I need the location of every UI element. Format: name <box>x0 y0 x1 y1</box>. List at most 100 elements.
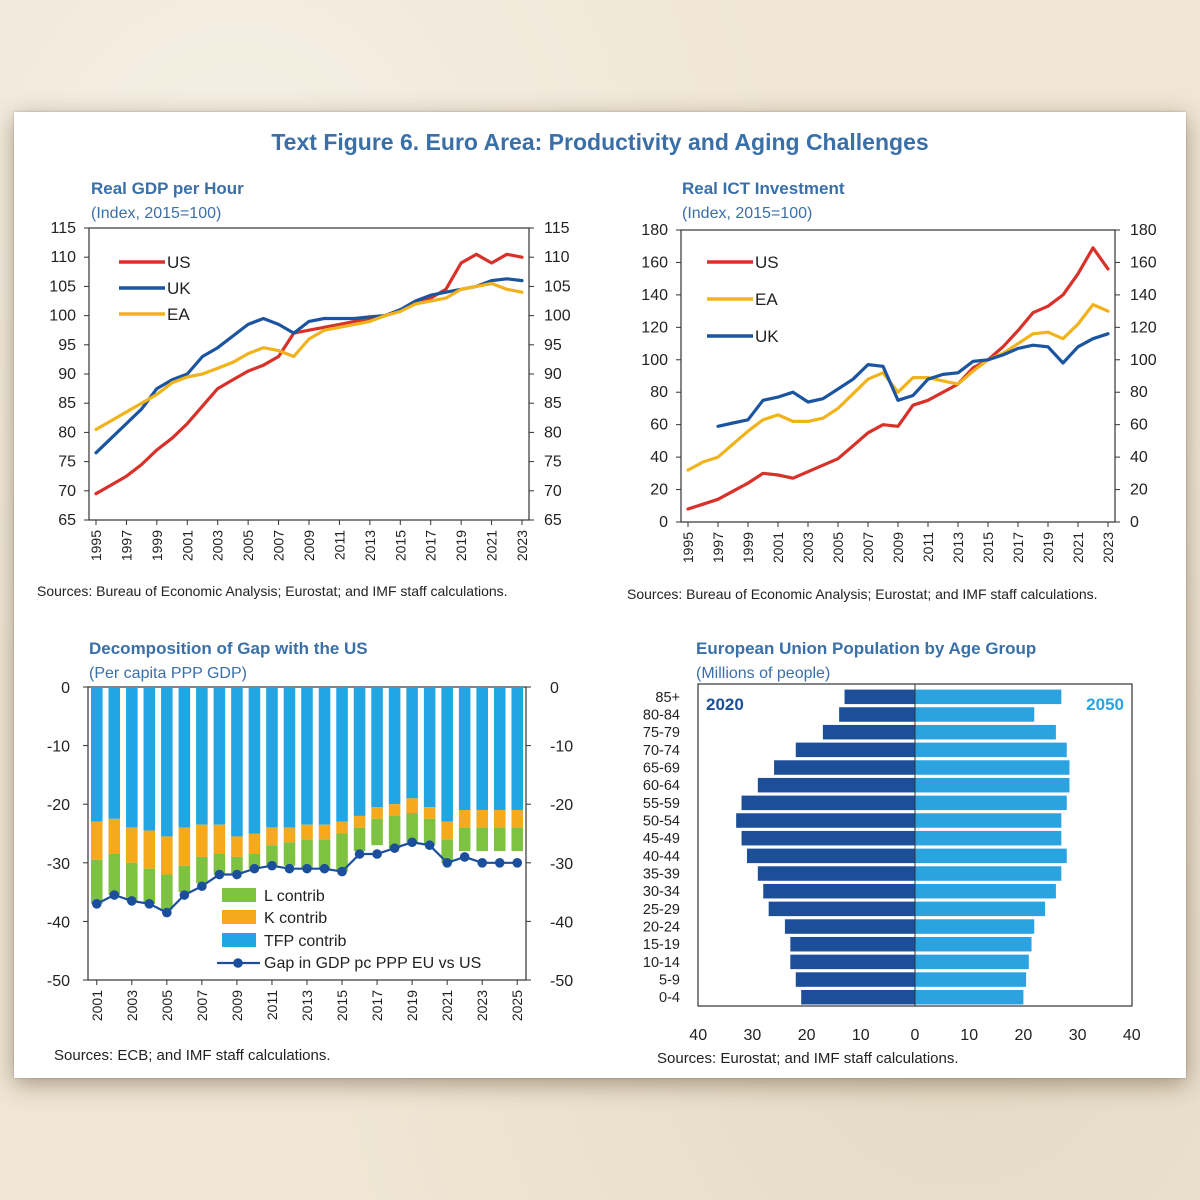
chart4-age-label: 80-84 <box>643 708 680 724</box>
chart3-bar-tfp <box>178 687 191 828</box>
chart3-bar-k <box>213 824 226 855</box>
chart4-bar-2050 <box>915 848 1067 864</box>
chart2-xtick-label: 2005 <box>830 532 846 563</box>
chart3-ytick-label-right: -10 <box>550 739 573 756</box>
chart2-ytick-label-right: 40 <box>1130 449 1148 466</box>
chart3-xtick-label: 2009 <box>229 990 245 1021</box>
chart3-legend-swatch <box>222 910 256 924</box>
chart4-age-label: 75-79 <box>643 725 680 741</box>
chart3-ytick-label-left: 0 <box>61 680 70 697</box>
chart1-ytick-label-left: 95 <box>58 337 76 354</box>
chart3-legend-swatch <box>222 888 256 902</box>
chart3-bar-tfp <box>423 687 436 808</box>
chart1-xtick-label: 2017 <box>423 530 439 561</box>
chart3-bar-k <box>441 821 453 840</box>
chart2-series-ea <box>686 303 1110 472</box>
chart3-ytick-label-left: -50 <box>47 973 70 990</box>
chart2-xtick-label: 2017 <box>1010 532 1026 563</box>
chart3-ytick-label-right: -50 <box>550 973 573 990</box>
chart4-bar-2050 <box>915 724 1056 740</box>
chart4-bar-2020 <box>795 742 915 758</box>
chart3-bar-tfp <box>213 687 226 825</box>
chart3-xtick-label: 2003 <box>124 990 140 1021</box>
chart3-bar-l <box>493 827 506 852</box>
chart3-xtick-label: 2025 <box>509 990 525 1021</box>
chart1-xtick-label: 2007 <box>271 530 287 561</box>
chart3-bar-tfp <box>266 687 278 828</box>
chart1-ytick-label-left: 105 <box>49 278 76 295</box>
chart3-bar-k <box>301 824 313 840</box>
chart1-ytick-label-right: 85 <box>544 395 562 412</box>
chart2-ytick-label-left: 80 <box>650 384 668 401</box>
chart3-bar-tfp <box>511 687 524 811</box>
chart3-bar-l <box>353 827 366 852</box>
chart2-ytick-label-right: 80 <box>1130 384 1148 401</box>
chart1-xtick-label: 2001 <box>179 530 195 561</box>
chart3-bar-l <box>196 856 208 884</box>
chart3-gap-point <box>389 843 400 853</box>
chart3-bar-k <box>161 836 173 875</box>
chart3-bar-k <box>406 798 418 813</box>
chart3-title: Decomposition of Gap with the US <box>89 639 368 658</box>
chart2-ytick-label-right: 20 <box>1130 482 1148 499</box>
chart4-xtick-label: 30 <box>744 1027 762 1044</box>
chart4-bar-2050 <box>915 777 1070 793</box>
chart3-bar-k <box>231 836 243 857</box>
chart2-xtick-label: 2023 <box>1100 532 1116 563</box>
chart2-xtick-label: 2003 <box>800 532 816 563</box>
chart3-ytick-label-right: 0 <box>550 680 559 697</box>
figure-card: Text Figure 6. Euro Area: Productivity a… <box>14 112 1186 1078</box>
chart1-series-ea <box>94 281 524 432</box>
chart1-legend-label-ea: EA <box>167 305 190 324</box>
chart3-ytick-label-right: -40 <box>550 914 573 931</box>
chart3-bar-l <box>283 842 296 866</box>
chart2-ytick-label-left: 140 <box>641 287 668 304</box>
chart2-ytick-label-left: 40 <box>650 449 668 466</box>
chart1-ytick-label-left: 85 <box>58 395 76 412</box>
chart3-xtick-label: 2019 <box>404 990 420 1021</box>
chart3-bar-l <box>248 854 261 869</box>
chart4-age-label: 65-69 <box>643 761 680 777</box>
chart3-legend-label: TFP contrib <box>264 933 347 950</box>
chart3-gap-point <box>372 849 382 859</box>
chart2-xtick-label: 2001 <box>770 532 786 563</box>
chart3-bar-k <box>90 821 103 860</box>
chart3-bar-k <box>108 818 121 855</box>
chart3-bar-tfp <box>248 687 261 834</box>
chart3-gap-point <box>319 863 330 874</box>
chart1-xtick-label: 2015 <box>392 530 408 561</box>
chart1-gdp-per-hour: 65 65 70 70 75 75 80 80 85 85 90 90 95 95 100 100 105 105… <box>49 220 571 561</box>
chart3-legend-point-swatch <box>233 958 243 968</box>
chart4-bar-2020 <box>822 724 915 740</box>
chart2-ytick-label-left: 160 <box>641 254 668 271</box>
chart1-ytick-label-right: 100 <box>544 308 571 325</box>
chart3-ytick-label-left: -10 <box>47 739 70 756</box>
chart4-bar-2020 <box>784 919 915 934</box>
chart3-xtick-label: 2005 <box>159 990 175 1021</box>
chart1-xtick-label: 1997 <box>118 530 134 561</box>
chart1-ytick-label-left: 100 <box>49 308 76 325</box>
chart4-age-label: 20-24 <box>643 920 680 936</box>
chart3-bar-tfp <box>301 687 313 825</box>
chart1-xtick-label: 2023 <box>514 530 530 561</box>
chart2-xtick-label: 2015 <box>980 532 996 563</box>
chart4-series-label-2050: 2050 <box>1086 695 1124 714</box>
chart3-legend-label: K contrib <box>264 910 327 927</box>
chart1-xtick-label: 2013 <box>362 530 378 561</box>
chart3-bar-l <box>178 865 191 893</box>
chart3-bar-l <box>423 818 436 846</box>
chart3-gap-point <box>144 899 155 909</box>
chart3-bar-tfp <box>231 687 243 837</box>
chart2-xtick-label: 1999 <box>740 532 756 563</box>
chart3-bar-k <box>143 830 156 869</box>
chart2-subtitle: (Index, 2015=100) <box>682 205 812 222</box>
chart1-ytick-label-right: 90 <box>544 366 562 383</box>
chart3-bar-k <box>283 827 296 843</box>
chart1-source: Sources: Bureau of Economic Analysis; Eu… <box>37 583 508 599</box>
chart1-ytick-label-right: 115 <box>544 220 570 237</box>
chart3-bar-tfp <box>143 687 156 831</box>
chart3-ytick-label-left: -40 <box>47 914 70 931</box>
chart1-xtick-label: 2011 <box>331 530 347 560</box>
chart4-age-label: 25-29 <box>643 902 680 918</box>
